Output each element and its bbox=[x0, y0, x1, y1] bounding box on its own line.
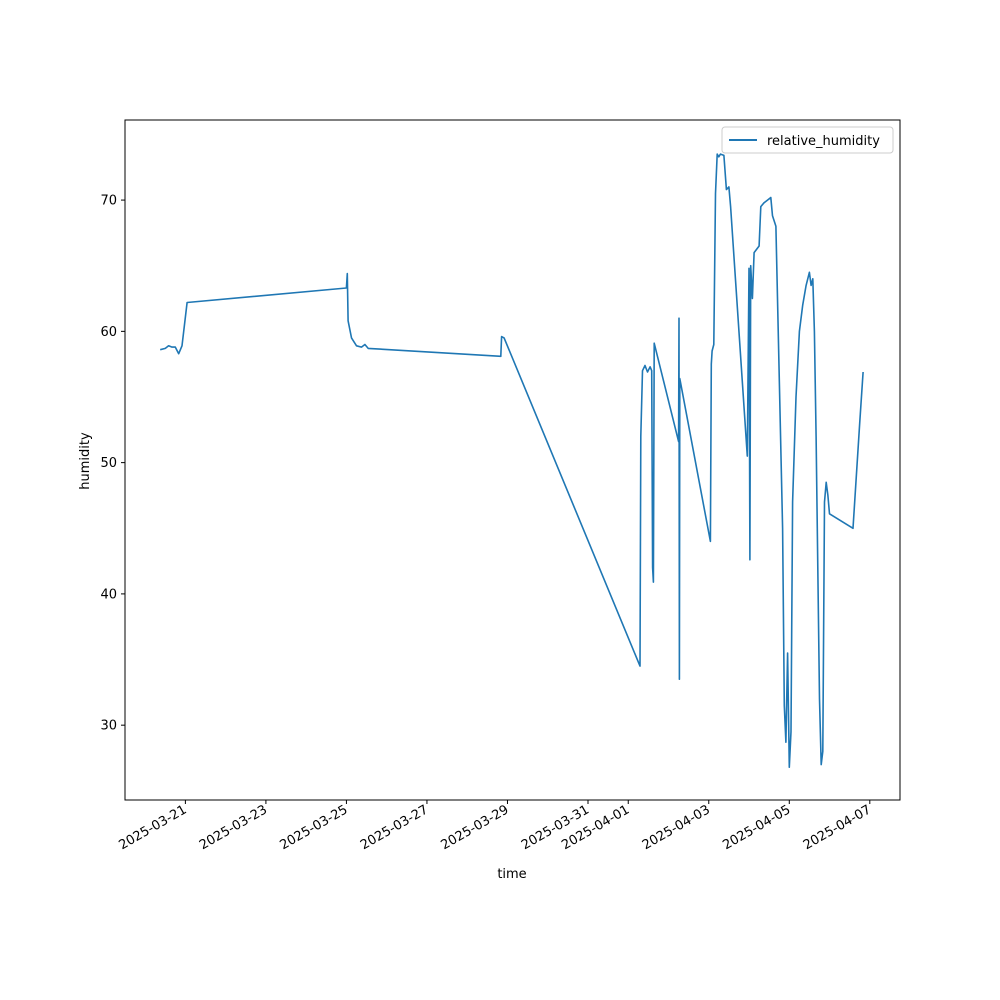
y-tick-label: 40 bbox=[100, 587, 117, 602]
plot-area bbox=[160, 153, 864, 769]
legend: relative_humidity bbox=[721, 126, 894, 154]
axes-frame bbox=[124, 119, 901, 801]
y-tick-label: 60 bbox=[100, 325, 117, 340]
series-line-0 bbox=[160, 153, 864, 769]
y-axis-label: humidity bbox=[78, 432, 93, 490]
legend-label: relative_humidity bbox=[767, 134, 880, 149]
y-tick-label: 30 bbox=[100, 719, 117, 734]
x-axis-label: time bbox=[497, 867, 526, 882]
y-tick-label: 70 bbox=[100, 194, 117, 209]
legend-box bbox=[721, 126, 894, 154]
y-tick-label: 50 bbox=[100, 456, 117, 471]
y-axis: 30 40 50 60 70 bbox=[100, 194, 125, 734]
